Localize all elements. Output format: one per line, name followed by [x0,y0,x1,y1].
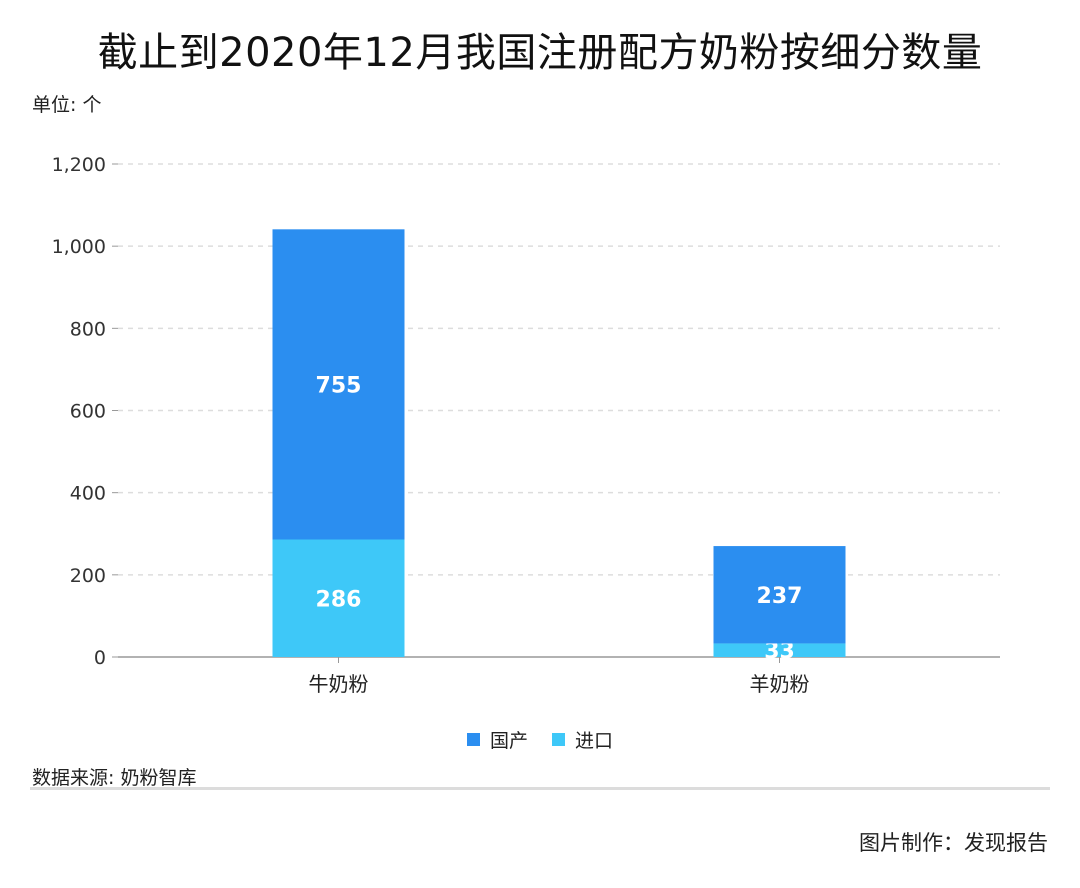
bar-segment [713,643,846,657]
legend-item-imported[interactable]: 进口 [552,726,613,753]
y-tick-label: 1,200 [52,154,106,176]
bar-segment [272,539,405,657]
data-label: 755 [316,373,362,398]
legend-label-imported: 进口 [575,730,614,752]
unit-label: 单位: 个 [32,94,102,116]
data-source: 数据来源: 奶粉智库 [32,767,197,789]
data-label: 237 [757,584,803,609]
legend: 国产 进口 [0,726,1080,753]
y-tick-label: 600 [70,401,106,423]
legend-label-domestic: 国产 [489,730,528,752]
divider [30,787,1050,790]
y-tick-label: 200 [70,565,106,587]
legend-swatch-domestic [466,733,480,746]
bar-segment [272,229,405,540]
y-tick-label: 400 [70,483,106,505]
x-tick-label: 羊奶粉 [750,672,810,696]
y-tick-label: 1,000 [52,236,106,258]
x-tick-label: 牛奶粉 [309,672,369,696]
image-credit: 图片制作：发现报告 [859,831,1048,855]
legend-swatch-imported [552,733,565,746]
bar-segment [713,546,846,644]
y-tick-label: 800 [70,318,106,340]
data-label: 286 [316,587,362,612]
y-tick-label: 0 [94,647,106,669]
legend-item-domestic[interactable]: 国产 [466,726,528,753]
chart-title: 截止到2020年12月我国注册配方奶粉按细分数量 [97,30,983,76]
